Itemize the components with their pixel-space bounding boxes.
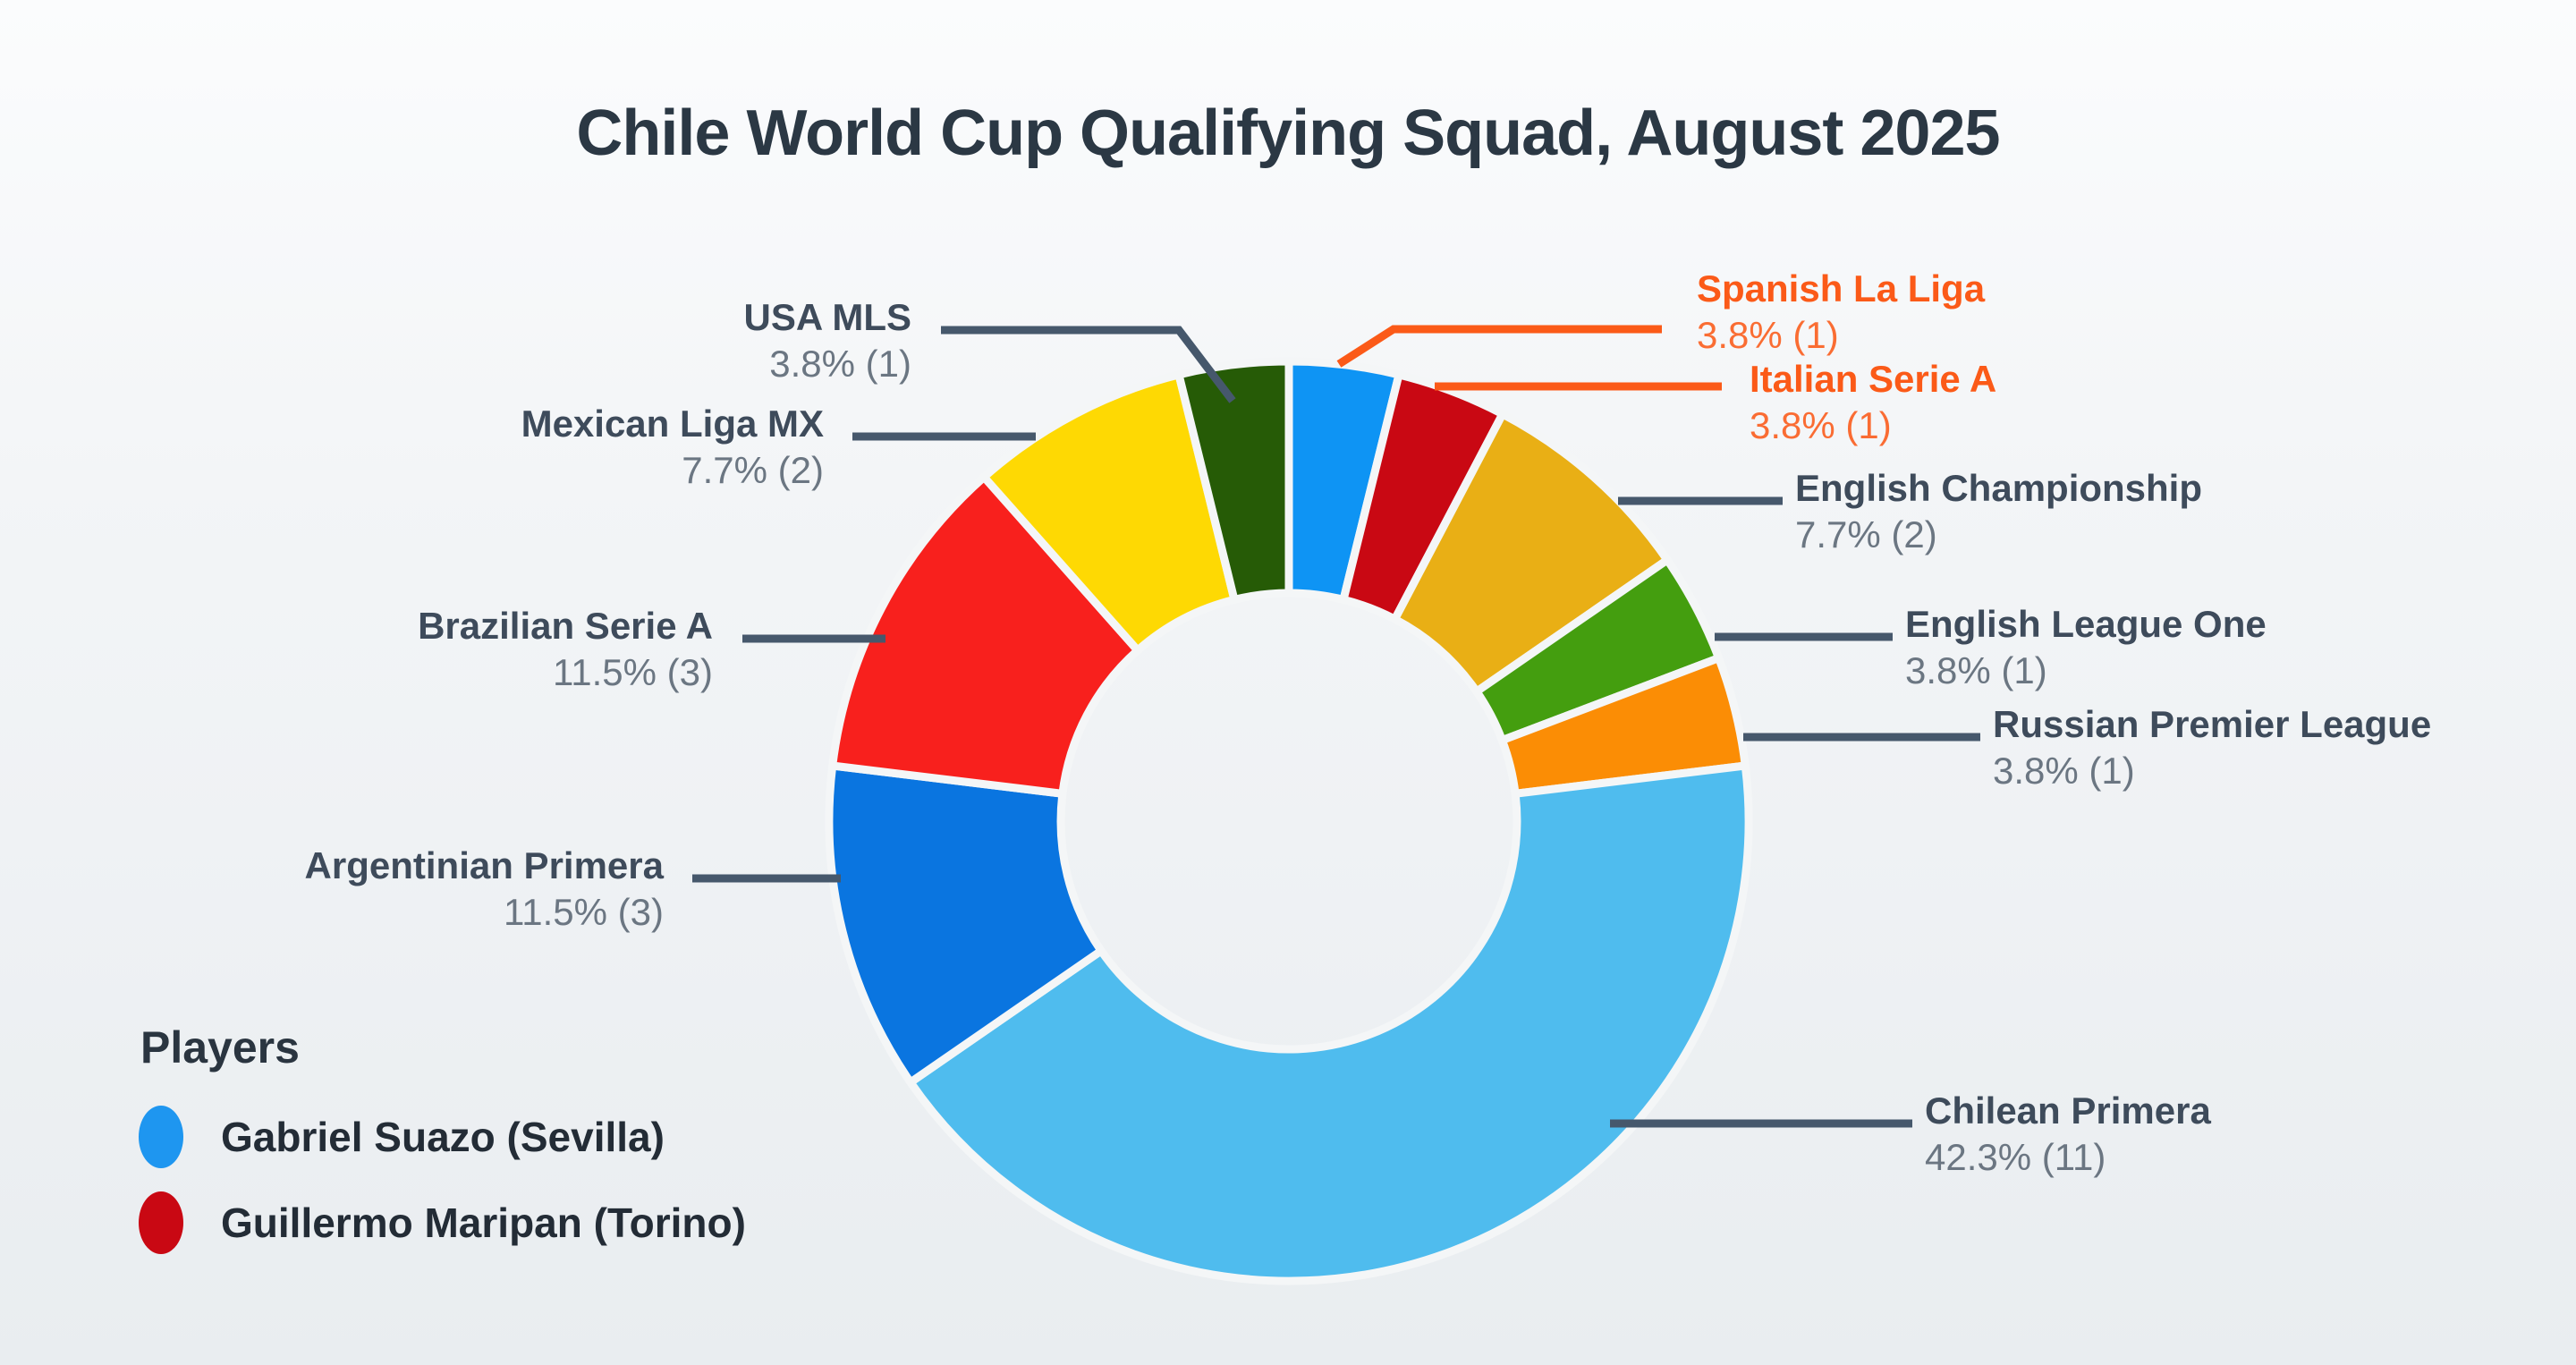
- chart-title: Chile World Cup Qualifying Squad, August…: [576, 98, 2000, 169]
- callout-english-league-one: English League One 3.8% (1): [1905, 601, 2267, 694]
- callout-russian-premier-league: Russian Premier League 3.8% (1): [1993, 701, 2431, 794]
- callout-spanish-la-liga: Spanish La Liga 3.8% (1): [1697, 266, 1985, 359]
- legend-item-label: Gabriel Suazo (Sevilla): [221, 1114, 665, 1160]
- callout-chilean-primera: Chilean Primera 42.3% (11): [1925, 1088, 2211, 1181]
- callout-label: Mexican Liga MX: [521, 403, 824, 445]
- legend-item-gabriel-suazo[interactable]: Gabriel Suazo (Sevilla): [139, 1105, 665, 1169]
- callout-percent: 11.5% (3): [553, 651, 713, 693]
- callout-usa-mls: USA MLS 3.8% (1): [744, 294, 911, 387]
- callout-label: Brazilian Serie A: [418, 605, 713, 647]
- callout-brazilian-serie-a: Brazilian Serie A 11.5% (3): [418, 603, 713, 696]
- callout-label: Chilean Primera: [1925, 1089, 2211, 1132]
- callout-label: Russian Premier League: [1993, 703, 2432, 745]
- callout-percent: 7.7% (2): [682, 449, 824, 491]
- callout-english-championship: English Championship 7.7% (2): [1795, 465, 2202, 558]
- callout-percent: 7.7% (2): [1795, 513, 1937, 555]
- callout-argentinian-primera: Argentinian Primera 11.5% (3): [305, 843, 664, 936]
- slice-argentinian-primera[interactable]: [825, 760, 1107, 1089]
- legend-dot-blue: [139, 1106, 183, 1168]
- callout-percent: 3.8% (1): [1905, 649, 2047, 691]
- slice-chilean-primera[interactable]: [904, 760, 1753, 1285]
- legend-item-guillermo-maripan[interactable]: Guillermo Maripan (Torino): [139, 1191, 746, 1255]
- callout-percent: 3.8% (1): [769, 343, 911, 385]
- callout-label: English League One: [1905, 603, 2267, 645]
- leader-spanish-la-liga: [1336, 325, 1662, 368]
- callout-percent: 3.8% (1): [1993, 750, 2135, 792]
- callout-percent: 42.3% (11): [1925, 1136, 2106, 1178]
- leader-usa-mls: [941, 326, 1236, 403]
- callout-label: Italian Serie A: [1750, 358, 1997, 400]
- callout-mexican-liga-mx: Mexican Liga MX 7.7% (2): [521, 401, 824, 494]
- legend-dot-red: [139, 1191, 183, 1254]
- callout-percent: 3.8% (1): [1750, 404, 1892, 446]
- callout-label: Argentinian Primera: [304, 844, 664, 886]
- callout-percent: 3.8% (1): [1697, 314, 1839, 356]
- callout-percent: 11.5% (3): [504, 891, 664, 933]
- legend-item-label: Guillermo Maripan (Torino): [221, 1200, 746, 1246]
- callout-italian-serie-a: Italian Serie A 3.8% (1): [1750, 356, 1996, 449]
- callout-label: USA MLS: [743, 296, 911, 338]
- slice-brazilian-serie-a[interactable]: [827, 471, 1144, 799]
- callout-label: English Championship: [1795, 467, 2203, 509]
- callout-label: Spanish La Liga: [1697, 267, 1986, 309]
- legend-title: Players: [140, 1022, 300, 1072]
